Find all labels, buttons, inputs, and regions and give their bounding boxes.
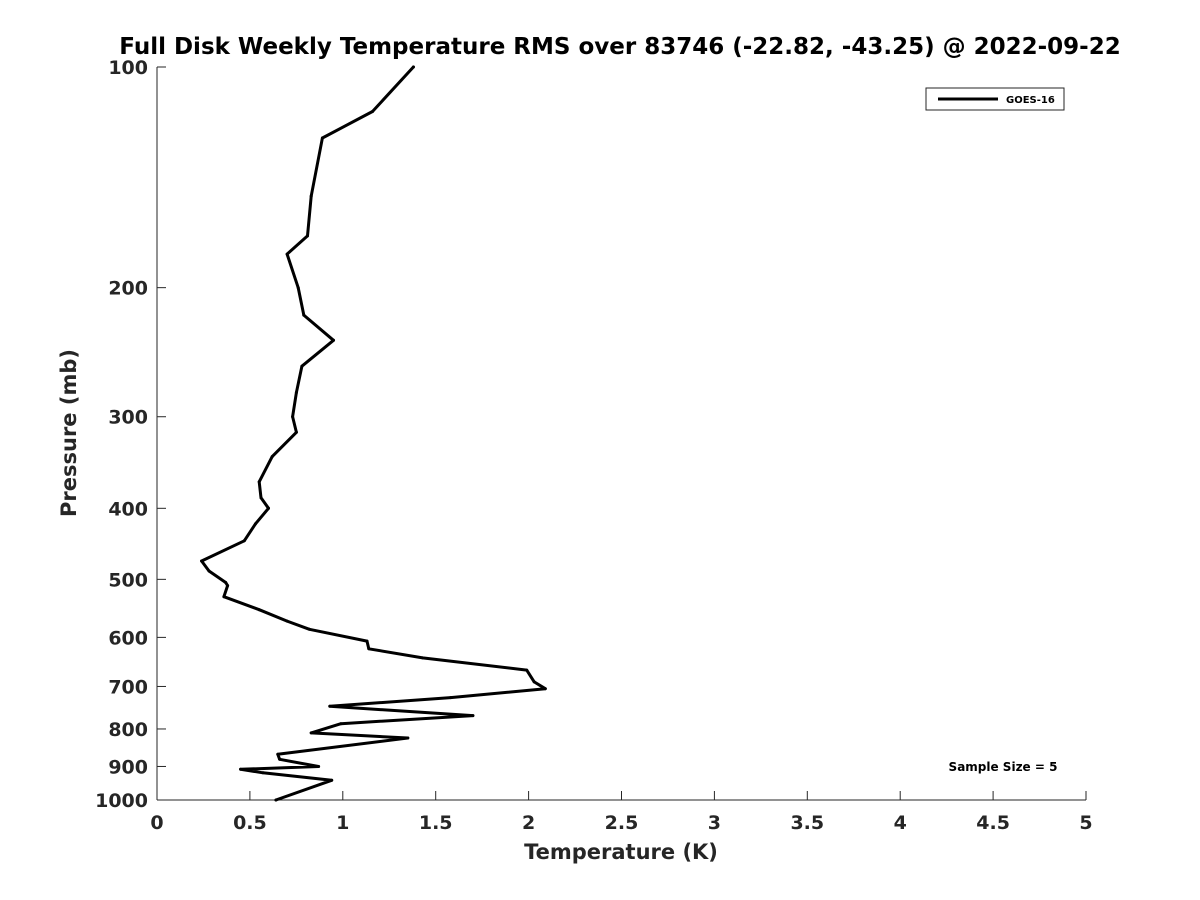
data-point [239,767,243,771]
y-tick-label: 500 [108,569,148,591]
data-point [285,619,289,623]
data-point [339,722,343,726]
x-axis-label: Temperature (K) [524,840,718,864]
data-point [300,364,304,368]
sample-size-annotation: Sample Size = 5 [949,760,1058,774]
y-tick-label: 600 [108,627,148,649]
data-point [291,415,295,419]
data-point [449,696,453,700]
y-tick-label: 200 [108,278,148,300]
data-point [207,569,211,573]
data-point [257,608,261,612]
data-point [294,391,298,394]
data-point [274,798,278,802]
y-tick-label: 100 [108,57,148,79]
series-line-goes-16 [200,65,547,802]
x-tick-label: 2.5 [605,812,639,834]
x-ticks: 0 0.5 1 1.5 2 2.5 3 3.5 4 4.5 5 [150,791,1093,834]
data-point [270,455,274,459]
data-point [543,687,547,691]
data-point [532,680,536,684]
data-point [276,752,280,756]
legend: GOES-16 [925,87,1065,111]
data-point [317,765,321,768]
data-point [257,480,261,484]
y-ticks: 100 200 300 400 500 600 700 800 900 1000 [95,57,166,812]
data-point [306,234,309,238]
data-point [294,430,298,434]
data-point [411,65,415,69]
x-tick-label: 3 [708,812,721,834]
y-tick-label: 800 [108,719,148,741]
chart-title: Full Disk Weekly Temperature RMS over 83… [119,34,1121,60]
data-point [421,656,425,660]
x-tick-label: 4 [894,812,907,834]
data-point [267,506,270,510]
data-point [525,668,529,672]
data-point [330,778,334,782]
data-point [254,522,257,526]
data-point [365,639,369,643]
x-tick-label: 0.5 [233,812,267,834]
series-points [200,65,547,802]
y-tick-label: 700 [108,676,148,698]
data-point [226,584,230,588]
data-point [285,252,289,256]
x-tick-label: 2 [522,812,535,834]
data-point [328,704,332,708]
data-point [222,595,226,599]
data-point [471,714,475,718]
x-tick-label: 1.5 [419,812,453,834]
y-tick-label: 400 [108,498,148,520]
data-point [367,647,371,651]
data-point [307,627,311,631]
plot-area: 0 0.5 1 1.5 2 2.5 3 3.5 4 4.5 5 100 200 300 400 500 600… [95,57,1093,834]
data-point [309,731,313,735]
data-point [261,771,265,775]
y-tick-label: 300 [108,407,148,429]
data-point [224,581,228,584]
x-tick-label: 5 [1079,812,1092,834]
data-point [320,136,324,140]
data-point [278,757,282,761]
data-point [309,194,313,198]
legend-label-goes-16: GOES-16 [1006,95,1055,106]
x-tick-label: 0 [150,812,163,834]
data-point [406,736,410,740]
data-point [302,313,306,317]
data-point [296,286,300,290]
data-point [259,496,263,500]
data-point [332,338,335,342]
y-tick-label: 900 [108,756,148,778]
y-axis-label: Pressure (mb) [57,349,81,517]
x-tick-label: 4.5 [976,812,1010,834]
x-tick-label: 3.5 [790,812,824,834]
data-point [371,110,374,113]
data-point [200,559,204,563]
x-tick-label: 1 [336,812,349,834]
y-tick-label: 1000 [95,790,148,812]
data-point [242,539,246,543]
